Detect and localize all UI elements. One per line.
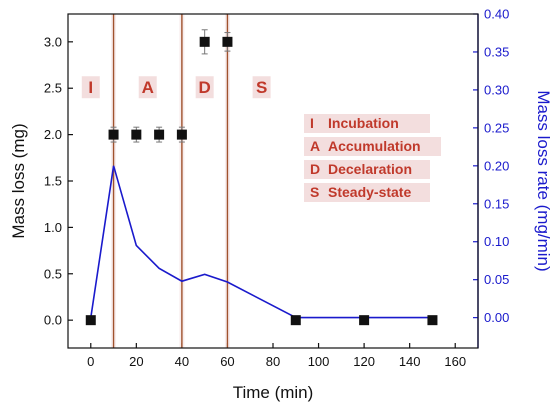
- y-left-tick-label: 0.5: [44, 266, 62, 281]
- y-left-tick-label: 2.0: [44, 127, 62, 142]
- legend-entry-text: Steady-state: [328, 184, 411, 200]
- y-left-tick-label: 2.5: [44, 81, 62, 96]
- stage-label-letter: I: [88, 78, 93, 97]
- legend-entry-letter: I: [310, 115, 314, 131]
- x-axis-title: Time (min): [233, 383, 314, 402]
- stage-label-letter: A: [142, 78, 154, 97]
- y-axis-right-title: Mass loss rate (mg/min): [534, 90, 550, 271]
- x-tick-label: 60: [220, 354, 234, 369]
- x-tick-label: 80: [266, 354, 280, 369]
- mass-loss-point: [131, 129, 142, 140]
- x-tick-label: 0: [87, 354, 94, 369]
- y-right-tick-label: 0.00: [484, 310, 509, 325]
- y-right-tick-label: 0.20: [484, 158, 509, 173]
- stage-label-background: [81, 76, 100, 99]
- stage-label-letter: D: [199, 78, 211, 97]
- legend-entry-background: [304, 160, 430, 179]
- mass-loss-point: [108, 129, 119, 140]
- mass-loss-point: [359, 315, 370, 326]
- stage-label-background: [138, 76, 157, 99]
- y-left-tick-label: 1.0: [44, 220, 62, 235]
- legend-entry-background: [304, 183, 430, 202]
- y-right-tick-label: 0.10: [484, 234, 509, 249]
- mass-loss-point: [290, 315, 301, 326]
- left-axis-ticks: 0.0 0.5 1.0 1.5 2.0 2.5 3.0: [44, 34, 73, 328]
- x-tick-label: 40: [175, 354, 189, 369]
- y-right-tick-label: 0.15: [484, 196, 509, 211]
- y-right-tick-label: 0.30: [484, 82, 509, 97]
- legend: I Incubation A Accumulation D Decelaration S St…: [304, 114, 441, 202]
- y-right-tick-label: 0.05: [484, 272, 509, 287]
- x-tick-label: 160: [444, 354, 466, 369]
- mass-loss-point: [176, 129, 187, 140]
- bottom-axis-ticks: 0 20 40 60 80 100 120 140 160: [87, 343, 466, 369]
- plot-frame: [67, 13, 479, 349]
- legend-entry-letter: S: [310, 184, 319, 200]
- y-left-tick-label: 1.5: [44, 174, 62, 189]
- y-right-tick-label: 0.35: [484, 44, 509, 59]
- legend-entry-background: [304, 137, 441, 156]
- mass-loss-rate-series: [90, 165, 433, 319]
- mass-loss-point: [154, 129, 165, 140]
- legend-entry-text: Decelaration: [328, 161, 412, 177]
- legend-entry-background: [304, 114, 430, 133]
- legend-entry-letter: D: [310, 161, 320, 177]
- x-tick-label: 140: [399, 354, 421, 369]
- mass-loss-point: [427, 315, 438, 326]
- stage-label-letter: S: [256, 78, 267, 97]
- mass-loss-series: [85, 29, 438, 326]
- mass-loss-point: [222, 36, 233, 47]
- stage-label-background: [195, 76, 214, 99]
- rate-line: [90, 165, 433, 319]
- x-tick-label: 100: [308, 354, 330, 369]
- x-tick-label: 20: [129, 354, 143, 369]
- mass-loss-point: [199, 36, 210, 47]
- y-left-tick-label: 0.0: [44, 313, 62, 328]
- legend-entry-text: Incubation: [328, 115, 399, 131]
- y-axis-left-title: Mass loss (mg): [9, 123, 28, 238]
- y-right-tick-label: 0.25: [484, 120, 509, 135]
- legend-entry-letter: A: [310, 138, 320, 154]
- mass-loss-point: [85, 315, 96, 326]
- right-axis-ticks: 0.00 0.05 0.10 0.15 0.20 0.25 0.30 0.35 0.40: [473, 7, 509, 348]
- legend-entry-text: Accumulation: [328, 138, 421, 154]
- y-left-tick-label: 3.0: [44, 34, 62, 49]
- y-right-tick-label: 0.40: [484, 7, 509, 22]
- stage-boundary-lines: [111, 14, 230, 348]
- x-tick-label: 120: [353, 354, 375, 369]
- stage-label-background: [252, 76, 271, 99]
